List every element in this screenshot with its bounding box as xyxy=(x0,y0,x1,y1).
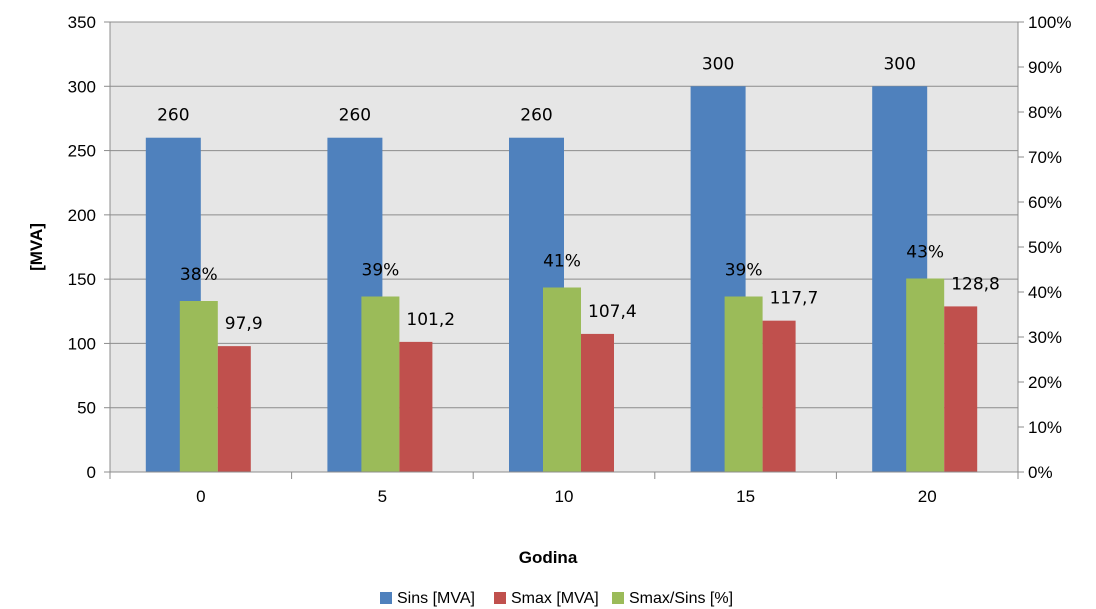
bar-smax xyxy=(944,306,978,472)
legend-label: Smax [MVA] xyxy=(511,590,599,607)
y-tick-label: 300 xyxy=(68,77,96,96)
bar-ratio xyxy=(906,278,945,472)
x-tick-label: 10 xyxy=(555,487,574,506)
data-label-sins: 260 xyxy=(157,106,189,126)
y-tick-label: 50 xyxy=(77,399,96,418)
y2-tick-label: 100% xyxy=(1028,13,1071,32)
y2-tick-label: 0% xyxy=(1028,463,1053,482)
data-labels: 260 38% 97,9 260 39% 101,2 260 41% 107,4 300 39% 11… xyxy=(157,54,1000,334)
data-label-sins: 260 xyxy=(520,106,552,126)
y-tick-label: 200 xyxy=(68,206,96,225)
data-label-smax: 128,8 xyxy=(951,274,1000,294)
data-label-ratio: 39% xyxy=(725,261,763,281)
y-tick-label: 150 xyxy=(68,270,96,289)
y2-tick-label: 30% xyxy=(1028,328,1062,347)
bar-ratio xyxy=(543,287,581,472)
bar-smax xyxy=(399,341,433,472)
y2-tick-label: 80% xyxy=(1028,103,1062,122)
x-tick-label: 15 xyxy=(736,487,755,506)
legend: Sins [MVA] Smax [MVA] Smax/Sins [%] xyxy=(380,590,733,607)
legend-swatch xyxy=(380,592,392,604)
data-label-sins: 300 xyxy=(702,54,734,74)
y2-tick-label: 10% xyxy=(1028,418,1062,437)
y-tick-label: 350 xyxy=(68,13,96,32)
bar-ratio xyxy=(361,296,400,472)
data-label-sins: 300 xyxy=(883,54,915,74)
y2-tick-label: 60% xyxy=(1028,193,1062,212)
bar-ratio xyxy=(179,301,218,472)
y2-tick-label: 50% xyxy=(1028,238,1062,257)
data-label-smax: 101,2 xyxy=(406,310,455,330)
y-axis-title: [MVA] xyxy=(27,223,46,271)
data-label-smax: 117,7 xyxy=(770,289,819,309)
bar-smax xyxy=(762,320,796,472)
y2-tick-label: 70% xyxy=(1028,148,1062,167)
x-axis-title: Godina xyxy=(519,548,578,567)
legend-label: Smax/Sins [%] xyxy=(629,590,733,607)
legend-swatch xyxy=(612,592,624,604)
legend-label: Sins [MVA] xyxy=(397,590,475,607)
bar-smax xyxy=(217,346,251,472)
data-label-sins: 260 xyxy=(339,106,371,126)
bars xyxy=(145,86,978,473)
y2-tick-label: 40% xyxy=(1028,283,1062,302)
y-tick-label: 0 xyxy=(87,463,96,482)
data-label-smax: 107,4 xyxy=(588,302,637,322)
data-label-ratio: 43% xyxy=(906,243,944,263)
bar-smax xyxy=(581,333,614,472)
y-tick-label: 100 xyxy=(68,334,96,353)
y2-tick-label: 20% xyxy=(1028,373,1062,392)
bar-ratio xyxy=(724,296,763,472)
y-tick-label: 250 xyxy=(68,142,96,161)
x-tick-label: 20 xyxy=(918,487,937,506)
tick-labels: 0501001502002503003500%10%20%30%40%50%60… xyxy=(68,13,1072,506)
data-label-ratio: 39% xyxy=(362,261,400,281)
data-label-ratio: 41% xyxy=(543,252,581,272)
legend-swatch xyxy=(494,592,506,604)
x-tick-label: 5 xyxy=(378,487,387,506)
data-label-ratio: 38% xyxy=(180,265,218,285)
y2-tick-label: 90% xyxy=(1028,58,1062,77)
data-label-smax: 97,9 xyxy=(225,314,263,334)
axes xyxy=(104,21,1024,479)
x-tick-label: 0 xyxy=(196,487,205,506)
